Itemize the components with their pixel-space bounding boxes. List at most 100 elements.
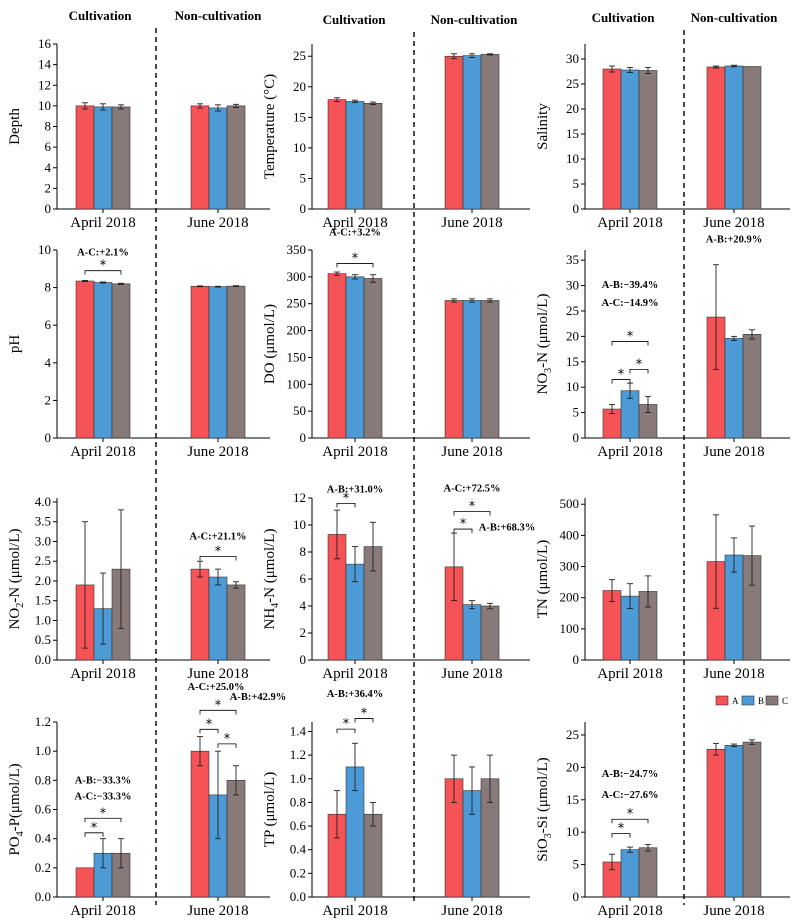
ph-bar-b bbox=[93, 282, 113, 439]
no3-y-tick-label: 20 bbox=[566, 328, 579, 343]
no3-y-tick-label: 35 bbox=[566, 252, 579, 267]
temperature-category-label: June 2018 bbox=[441, 215, 502, 231]
legend-label-a: A bbox=[732, 696, 739, 706]
nh4-category-label: April 2018 bbox=[322, 666, 387, 682]
sio3-y-tick-label: 15 bbox=[566, 792, 579, 807]
no2-y-tick-label: 1.5 bbox=[35, 593, 51, 608]
sio3-y-tick-label: 10 bbox=[566, 824, 579, 839]
col3-cultivation-title: Cultivation bbox=[592, 10, 656, 25]
po4-significance-star: * bbox=[206, 717, 213, 732]
salinity-y-tick-label: 20 bbox=[566, 101, 579, 116]
legend-swatch-a bbox=[715, 695, 729, 706]
temperature-bar-a bbox=[444, 55, 464, 210]
tp-y-tick-label: 1.2 bbox=[290, 747, 306, 762]
nh4-y-tick-label: 12 bbox=[293, 490, 306, 505]
chart-ph: 0 2 4 6 8 10 pH April 2018 June 2018 *A-C:+2.1% bbox=[7, 242, 270, 460]
tp-bar-c bbox=[363, 813, 383, 898]
sio3-significance-star: * bbox=[627, 807, 634, 822]
depth-y-tick-label: 2 bbox=[45, 180, 52, 195]
salinity-bar-a bbox=[706, 66, 726, 210]
no2-y-tick-label: 0.0 bbox=[35, 652, 51, 667]
do-y-tick-label: 50 bbox=[293, 403, 306, 418]
nh4-y-tick-label: 10 bbox=[293, 517, 306, 532]
sio3-bar-b bbox=[724, 745, 744, 898]
ph-annotation: A-C:+2.1% bbox=[77, 248, 129, 259]
po4-bar-a bbox=[75, 867, 95, 898]
no3-significance-star: * bbox=[627, 329, 634, 344]
tp-category-label: June 2018 bbox=[441, 903, 502, 919]
nh4-bar-c bbox=[480, 605, 500, 661]
temperature-y-tick-label: 25 bbox=[293, 48, 306, 63]
chart-salinity: 0 5 10 15 20 25 30 Salinity April 2018 June 2018 bbox=[535, 44, 790, 231]
nh4-annotation: A-B:+68.3% bbox=[479, 522, 535, 533]
no3-significance-star: * bbox=[618, 368, 625, 383]
po4-bar-c bbox=[226, 780, 246, 898]
tn-y-tick-label: 100 bbox=[560, 621, 580, 636]
do-bar-c bbox=[480, 300, 500, 439]
no3-bar-b bbox=[724, 338, 744, 439]
tp-category-label: April 2018 bbox=[322, 903, 387, 919]
temperature-y-tick-label: 20 bbox=[293, 79, 306, 94]
legend-swatch-c bbox=[765, 695, 779, 706]
ph-bar-a bbox=[75, 280, 95, 439]
nh4-annotation: A-C:+72.5% bbox=[443, 483, 500, 494]
po4-significance-bracket bbox=[84, 832, 104, 837]
tp-y-tick-label: 0.6 bbox=[290, 818, 307, 833]
depth-y-tick-label: 12 bbox=[38, 77, 51, 92]
depth-bar-a bbox=[190, 105, 210, 210]
temperature-bar-b bbox=[345, 101, 365, 210]
do-y-axis-title: DO (μmol/L) bbox=[262, 304, 278, 384]
charts-group: 0 2 4 6 8 10 12 14 16 Depth April 2018 June 2018 0 5 1… bbox=[7, 36, 790, 919]
no3-y-tick-label: 0 bbox=[573, 430, 580, 445]
sio3-annotation: A-C:−27.6% bbox=[601, 790, 658, 801]
salinity-y-tick-label: 30 bbox=[566, 51, 579, 66]
legend-label-b: B bbox=[758, 696, 764, 706]
do-significance-bracket bbox=[336, 263, 374, 268]
do-y-tick-label: 250 bbox=[287, 296, 307, 311]
ph-bar-b bbox=[208, 286, 228, 439]
no3-category-label: June 2018 bbox=[703, 444, 764, 460]
chart-tn: 0 100 200 300 400 500 TN (μmol/L) April 2018 Jun… bbox=[535, 496, 790, 682]
tp-significance-star: * bbox=[361, 706, 368, 721]
do-y-tick-label: 350 bbox=[287, 242, 307, 257]
legend-label-c: C bbox=[782, 696, 788, 706]
tn-y-tick-label: 500 bbox=[560, 496, 580, 511]
ph-significance-star: * bbox=[100, 259, 107, 274]
tp-y-tick-label: 0.8 bbox=[290, 794, 306, 809]
no3-bar-c bbox=[742, 334, 762, 439]
ph-y-tick-label: 8 bbox=[45, 280, 52, 295]
nh4-y-tick-label: 0 bbox=[300, 652, 307, 667]
depth-y-tick-label: 8 bbox=[45, 119, 52, 134]
ph-category-label: June 2018 bbox=[187, 444, 248, 460]
col1-cultivation-title: Cultivation bbox=[69, 8, 133, 23]
po4-significance-bracket bbox=[217, 743, 237, 748]
sio3-significance-bracket bbox=[611, 833, 631, 838]
po4-category-label: April 2018 bbox=[70, 903, 135, 919]
nh4-significance-bracket bbox=[453, 528, 473, 534]
tp-significance-bracket bbox=[354, 718, 374, 723]
tn-category-label: April 2018 bbox=[597, 666, 662, 682]
sio3-bar-c bbox=[638, 847, 658, 898]
depth-y-tick-label: 10 bbox=[38, 98, 51, 113]
no2-y-tick-label: 4.0 bbox=[35, 494, 51, 509]
po4-significance-star: * bbox=[224, 732, 231, 747]
ph-y-tick-label: 4 bbox=[45, 355, 52, 370]
po4-y-tick-label: 1.0 bbox=[35, 743, 51, 758]
po4-y-tick-label: 0.6 bbox=[35, 802, 52, 817]
tn-y-tick-label: 200 bbox=[560, 590, 580, 605]
ph-significance-bracket bbox=[84, 270, 122, 275]
nh4-significance-star: * bbox=[343, 491, 350, 506]
chart-depth: 0 2 4 6 8 10 12 14 16 Depth April 2018 June 2018 bbox=[7, 36, 270, 231]
chart-no2: 0.0 0.5 1.0 1.5 2.0 2.5 3.0 3.5 4.0 NO2-N (μmol/L… bbox=[7, 494, 270, 682]
no3-y-tick-label: 25 bbox=[566, 303, 579, 318]
salinity-y-tick-label: 25 bbox=[566, 76, 579, 91]
sio3-y-tick-label: 0 bbox=[573, 889, 580, 904]
do-bar-b bbox=[462, 300, 482, 439]
temperature-category-label: April 2018 bbox=[322, 215, 387, 231]
no2-y-tick-label: 1.0 bbox=[35, 612, 51, 627]
sio3-y-tick-label: 25 bbox=[566, 727, 579, 742]
salinity-category-label: April 2018 bbox=[597, 215, 662, 231]
nh4-significance-star: * bbox=[460, 517, 467, 532]
no2-category-label: April 2018 bbox=[70, 666, 135, 682]
no3-y-tick-label: 10 bbox=[566, 379, 579, 394]
